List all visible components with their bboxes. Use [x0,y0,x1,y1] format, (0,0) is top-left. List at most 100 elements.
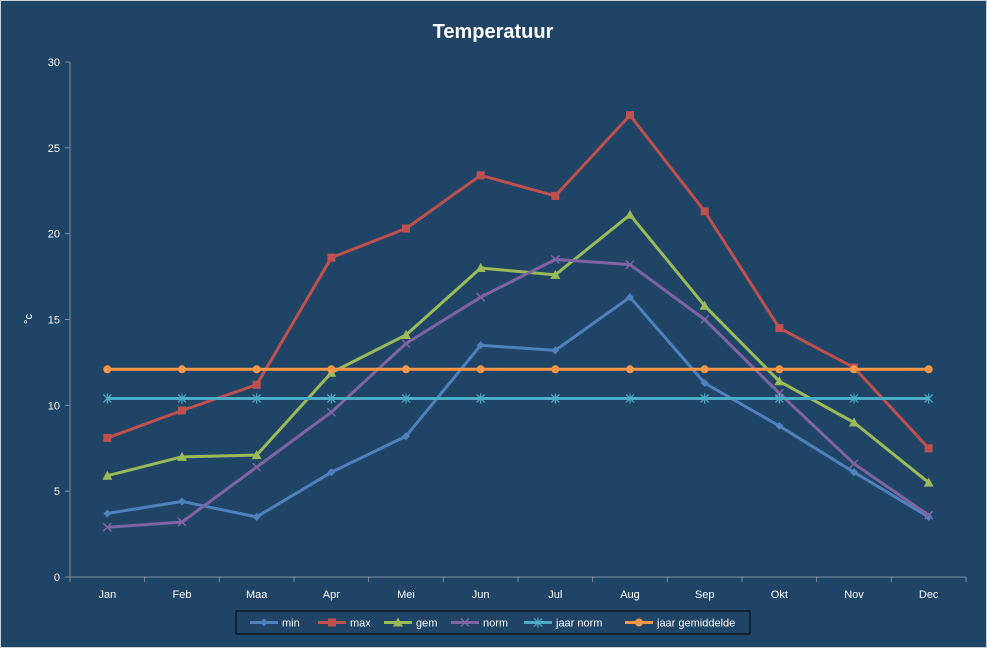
data-point-jaar-gemiddelde [476,365,485,374]
series-line-min [107,295,930,519]
data-point-jaar-norm [924,393,934,404]
data-point-gem [699,300,710,310]
series-line-max [106,113,930,450]
data-point-jaar-norm [774,393,784,404]
x-tick-label: Maa [246,589,268,601]
x-tick-label: Feb [173,589,192,601]
y-tick-label: 15 [48,315,60,327]
data-point-min [850,468,858,477]
series-line-gem [106,213,930,484]
legend-label-gem: gem [416,618,437,630]
data-point-jaar-gemiddelde [327,365,336,374]
data-point-norm [924,510,934,520]
data-point-norm [625,260,635,270]
data-point-norm [326,407,336,417]
data-point-jaar-gemiddelde [700,365,709,374]
x-tick-label: Dec [919,589,939,601]
chart-title: Temperatuur [433,21,554,43]
legend: min max gem norm jaar norm jaar gemiddelde [235,610,751,635]
data-point-jaar-norm [700,393,710,404]
data-point-max [476,171,485,180]
x-tick-label: Jan [98,589,116,601]
legend-box [235,610,751,635]
series-line-norm [107,257,930,529]
data-point-gem [251,450,262,460]
data-point-gem [849,417,859,427]
y-tick-label: 25 [48,143,60,155]
y-axis-label: °c [23,314,35,324]
legend-marker-jaar-norm [533,617,543,628]
legend-label-jaar-gemiddelde: jaar gemiddelde [656,618,735,630]
data-point-jaar-gemiddelde [551,365,560,374]
data-point-jaar-gemiddelde [103,365,112,374]
data-point-max [327,253,336,262]
data-point-max [700,207,709,216]
data-point-min [402,432,410,441]
data-point-jaar-gemiddelde [924,365,933,374]
data-point-gem [401,329,411,339]
x-tick-label: Sep [695,589,715,601]
y-tick-label: 5 [54,486,60,498]
data-point-norm [252,462,262,472]
data-point-jaar-norm [252,393,262,404]
series-group [102,111,934,532]
data-point-gem [475,263,486,272]
data-point-max [551,191,560,200]
data-point-min [327,468,336,477]
data-point-gem [102,470,113,480]
legend-label-jaar-norm: jaar norm [555,618,602,630]
data-point-norm [700,314,710,325]
x-tick-label: Okt [771,589,788,601]
data-point-min [103,509,112,518]
x-tick-label: Jun [472,589,490,601]
y-tick-label: 10 [48,400,60,412]
axes: 0 5 10 15 20 25 30 Jan Feb Maa Apr Mei Jun Jul Aug Sep O… [48,57,967,601]
data-point-jaar-norm [476,393,486,404]
data-point-min [551,346,560,355]
data-point-min [700,379,709,388]
data-point-min [775,421,784,430]
series-norm [102,254,934,532]
data-point-max [178,406,186,415]
data-point-max [252,380,261,389]
legend-label-min: min [282,618,300,630]
series-jaar-gemiddelde [103,365,933,374]
data-point-norm [550,254,560,264]
data-point-norm [102,522,112,532]
data-point-min [252,512,261,521]
data-point-gem [550,269,561,279]
data-point-jaar-gemiddelde [775,365,784,374]
data-point-jaar-norm [102,393,112,404]
data-point-max [924,444,933,453]
legend-marker-jaar-gemiddelde [635,618,643,627]
x-tick-label: Nov [844,589,864,601]
y-tick-label: 30 [48,57,60,69]
data-point-gem [923,477,934,487]
x-tick-label: Apr [323,589,340,601]
series-max [103,111,933,453]
data-point-jaar-norm [177,393,187,404]
data-point-min [178,497,186,506]
data-point-norm [401,339,411,349]
data-point-norm [476,292,486,302]
legend-marker-max [328,618,336,627]
data-point-jaar-norm [326,393,336,404]
data-point-jaar-norm [625,393,635,404]
data-point-max [775,324,784,333]
series-gem [102,209,934,487]
data-point-gem [774,376,785,386]
legend-marker-min [260,618,268,627]
data-point-jaar-gemiddelde [850,365,858,374]
data-point-norm [177,517,187,527]
data-point-jaar-gemiddelde [626,365,634,374]
series-min [103,293,933,521]
legend-label-max: max [350,618,371,630]
data-point-jaar-norm [849,393,859,404]
data-point-gem [625,209,635,219]
data-point-jaar-gemiddelde [252,365,261,374]
data-point-gem [177,451,187,461]
data-point-max [402,224,410,233]
x-tick-label: Aug [620,589,640,601]
